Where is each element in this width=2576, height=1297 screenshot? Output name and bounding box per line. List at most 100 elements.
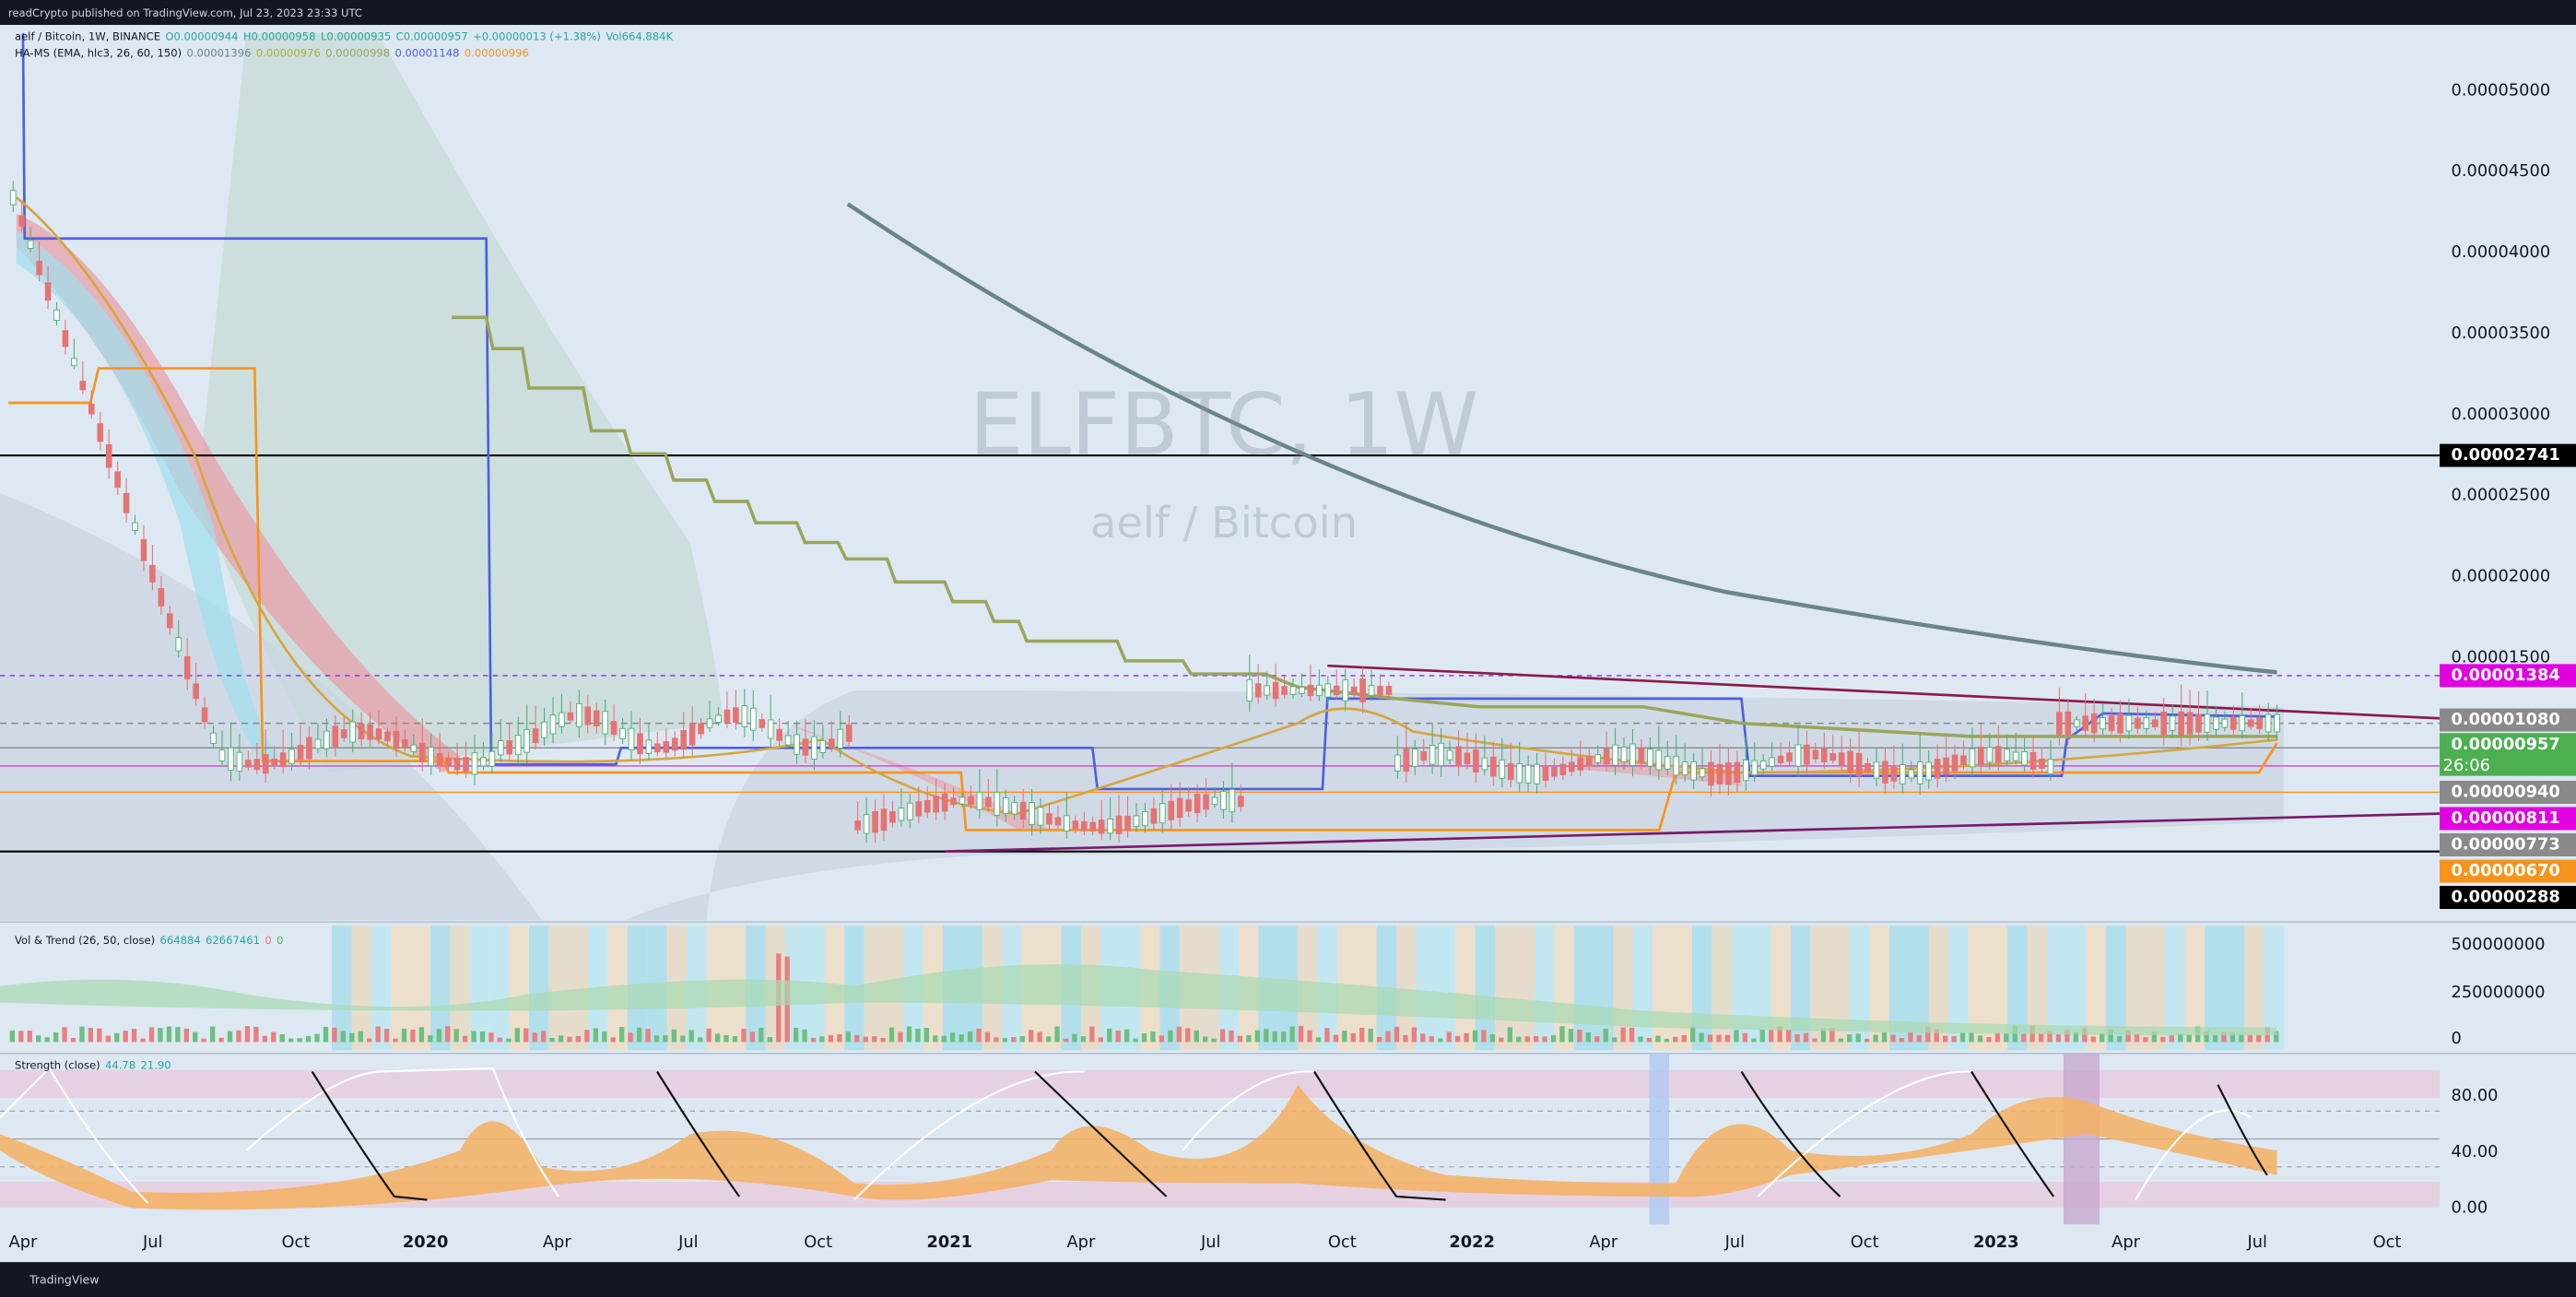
strength-axis-label: 80.00 — [2452, 1086, 2499, 1105]
candle-body — [1411, 749, 1418, 768]
candle-body — [245, 760, 252, 768]
volume-bar — [367, 1038, 372, 1043]
candle-body — [1046, 813, 1053, 825]
candle-body — [158, 588, 165, 607]
volume-bar — [2256, 1034, 2262, 1043]
volume-bar — [1464, 1032, 1469, 1043]
candle-body — [218, 749, 226, 761]
volume-bar — [1029, 1030, 1034, 1043]
candle-body — [1359, 678, 1366, 702]
price-label: 0.00003500 — [2452, 324, 2551, 343]
candle-body — [593, 710, 600, 726]
candle-body — [471, 752, 478, 775]
candle-body — [1446, 749, 1453, 761]
volume-bar — [279, 1033, 285, 1043]
volume-bar — [1168, 1030, 1173, 1043]
candle-body — [228, 747, 234, 772]
candle-body — [1159, 803, 1166, 824]
volume-bar — [898, 1032, 903, 1043]
candle-body — [271, 758, 277, 767]
strength-axis-label: 40.00 — [2452, 1142, 2499, 1161]
time-label: Jul — [2246, 1232, 2267, 1252]
candle-body — [1725, 762, 1732, 785]
volume-bar — [959, 1034, 964, 1043]
candle-body — [2239, 715, 2246, 732]
candle-body — [1377, 685, 1383, 696]
legend-item: H0.00000958 — [243, 29, 316, 42]
volume-bar — [1350, 1032, 1356, 1043]
volume-bar — [123, 1031, 128, 1043]
candle-body — [1960, 755, 1967, 766]
candle-body — [829, 738, 835, 749]
legend-item: Vol & Trend (26, 50, close) — [15, 933, 155, 946]
volume-bar — [114, 1032, 120, 1043]
volume-bar — [915, 1028, 921, 1043]
volume-bar — [2229, 1032, 2236, 1043]
time-label: 2020 — [403, 1232, 449, 1252]
volume-bar — [1237, 1035, 1243, 1043]
volume-bar — [1577, 1029, 1582, 1043]
volume-bar — [193, 1032, 198, 1043]
stripe — [332, 925, 352, 1051]
volume-bar — [1977, 1035, 1983, 1043]
volume-bar — [1045, 1036, 1052, 1043]
volume-bar — [1411, 1027, 1417, 1043]
volume-bar — [1951, 1036, 1957, 1043]
price-tag-label: 0.00000670 — [2452, 861, 2560, 880]
candle-body — [2100, 717, 2106, 730]
volume-bar — [1176, 1026, 1182, 1043]
price-tag — [2440, 859, 2576, 883]
candle-body — [1751, 760, 1759, 776]
volume-bar — [610, 1037, 616, 1043]
candle-body — [1299, 686, 1305, 694]
candle-body — [79, 381, 87, 391]
candle-body — [654, 743, 661, 753]
candle-body — [210, 732, 217, 744]
time-label: Oct — [281, 1232, 310, 1252]
stripe — [2243, 925, 2264, 1051]
candle-body — [985, 796, 992, 808]
candle-body — [1647, 749, 1653, 767]
volume-bar — [105, 1035, 111, 1043]
volume-bar — [1785, 1029, 1792, 1043]
volume-bar — [749, 1032, 756, 1043]
candle-body — [105, 443, 112, 468]
volume-bar — [2055, 1033, 2062, 1043]
candle-body — [567, 712, 574, 721]
volume-bar — [741, 1028, 747, 1043]
volume-axis-label: 500000000 — [2452, 935, 2546, 954]
legend-item: 21.90 — [141, 1058, 171, 1071]
candle-body — [1655, 749, 1663, 771]
volume-bar — [923, 1028, 930, 1043]
stripe — [509, 925, 529, 1051]
highlight — [2063, 1053, 2100, 1225]
legend-item: aelf / Bitcoin, 1W, BINANCE — [15, 29, 160, 42]
volume-bar — [358, 1031, 363, 1043]
volume-bar — [506, 1038, 512, 1043]
time-label: Oct — [1851, 1232, 1879, 1252]
candle-body — [1176, 797, 1183, 819]
step-line — [452, 315, 2277, 738]
volume-bar — [1202, 1036, 1208, 1043]
volume-bar — [383, 1029, 390, 1043]
stripe — [2145, 925, 2166, 1051]
volume-bar — [1438, 1038, 1443, 1043]
candle-body — [480, 757, 487, 767]
candle-body — [183, 655, 191, 679]
candle-body — [2256, 717, 2263, 729]
stripe — [1632, 925, 1653, 1051]
legend-item: 0.00000996 — [465, 46, 529, 59]
watermark-name: aelf / Bitcoin — [1090, 498, 1358, 548]
volume-bar — [1934, 1029, 1939, 1043]
volume-bar — [1908, 1032, 1913, 1043]
price-label: 0.00004500 — [2452, 161, 2551, 181]
volume-bar — [1533, 1035, 1539, 1043]
volume-bar — [1707, 1034, 1713, 1043]
volume-bar — [880, 1037, 886, 1043]
candle-body — [645, 739, 653, 754]
candle-body — [149, 564, 156, 583]
candle-body — [1769, 757, 1775, 767]
time-label: Jul — [1724, 1232, 1746, 1252]
candle-body — [1185, 799, 1192, 812]
volume-bar — [428, 1035, 433, 1043]
